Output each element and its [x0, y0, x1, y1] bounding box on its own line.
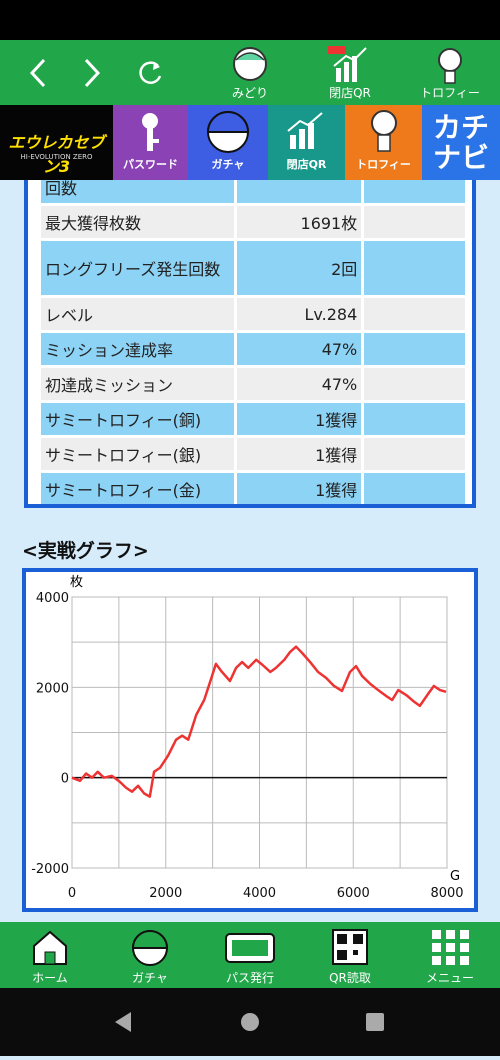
x-tick-label: 2000	[149, 886, 182, 901]
midori-icon[interactable]	[233, 47, 267, 81]
stats-row: サミートロフィー(金) 1獲得	[41, 473, 465, 504]
x-tick-label: 0	[68, 886, 76, 901]
stat-label: サミートロフィー(銅)	[41, 403, 235, 435]
stat-extra	[364, 206, 465, 238]
y-tick-label: 0	[61, 772, 69, 787]
stats-row: サミートロフィー(銅) 1獲得	[41, 403, 465, 435]
qr-button[interactable]: 閉店QR	[268, 105, 345, 180]
stat-extra	[364, 403, 465, 435]
top-nav: みどり 閉店QR トロフィー	[0, 40, 500, 105]
stat-extra	[364, 241, 465, 295]
stat-value: 1691枚	[237, 206, 362, 238]
nav-label[interactable]: トロフィー	[420, 86, 480, 100]
stats-row: 初達成ミッション 47%	[41, 368, 465, 400]
menu-icon[interactable]	[432, 930, 469, 965]
android-recents[interactable]	[366, 1013, 384, 1031]
stat-extra	[364, 333, 465, 365]
stats-row: レベル Lv.284	[41, 298, 465, 330]
graph-heading: <実戦グラフ>	[22, 540, 149, 562]
stat-label: 最大獲得枚数	[41, 206, 235, 238]
bottom-label[interactable]: ガチャ	[132, 971, 168, 985]
android-nav	[0, 988, 500, 1056]
y-axis-label: 枚	[70, 575, 83, 590]
stats-row: ロングフリーズ発生回数 2回	[41, 241, 465, 295]
qr-read-icon[interactable]	[332, 929, 368, 965]
bottom-label[interactable]: パス発行	[225, 971, 274, 985]
refresh-arrow	[153, 62, 160, 70]
stats-row: サミートロフィー(銀) 1獲得	[41, 438, 465, 470]
x-tick-label: 4000	[243, 886, 276, 901]
refresh-button[interactable]	[139, 61, 162, 84]
chart: 枚 G 0 2000 4000 6000 8000 4000 2000 0 -2000	[22, 568, 478, 912]
gacha-icon[interactable]	[131, 930, 169, 966]
back-button[interactable]	[29, 58, 46, 88]
stat-extra	[364, 438, 465, 470]
stat-value: Lv.284	[237, 298, 362, 330]
stat-label: ロングフリーズ発生回数	[41, 241, 235, 295]
x-tick-label: 6000	[337, 886, 370, 901]
stat-label: ミッション達成率	[41, 333, 235, 365]
bottom-label[interactable]: メニュー	[425, 971, 474, 985]
home-icon[interactable]	[33, 930, 67, 965]
stat-extra	[364, 368, 465, 400]
key-icon	[142, 113, 159, 151]
android-home[interactable]	[241, 1013, 259, 1031]
stats-row: 最大獲得枚数 1691枚	[41, 206, 465, 238]
qr-icon	[287, 112, 323, 149]
stat-value: 47%	[237, 368, 362, 400]
y-tick-label: 4000	[36, 591, 69, 606]
kachinavi-button[interactable]: カチナビ	[422, 105, 500, 180]
logo-banner[interactable]: エウレカセブン3 HI-EVOLUTION ZERO	[0, 105, 113, 180]
nav-label[interactable]: 閉店QR	[329, 86, 371, 100]
logo-title: エウレカセブン3	[8, 133, 105, 176]
banner-label: パスワード	[123, 158, 178, 171]
data-line	[71, 645, 447, 798]
trophy-icon	[371, 110, 397, 152]
stats-row: ミッション達成率 47%	[41, 333, 465, 365]
stat-value: 1獲得	[237, 473, 362, 504]
stat-value: 47%	[237, 333, 362, 365]
banner-label: 閉店QR	[286, 158, 327, 171]
stat-label: サミートロフィー(金)	[41, 473, 235, 504]
stat-label: レベル	[41, 298, 235, 330]
qr-icon[interactable]	[328, 46, 367, 82]
stat-value: 1獲得	[237, 403, 362, 435]
x-tick-label: 8000	[430, 886, 463, 901]
banner-label: トロフィー	[356, 158, 411, 171]
gacha-icon	[206, 111, 250, 153]
y-tick-label: 2000	[36, 681, 69, 696]
push-icon[interactable]	[225, 933, 275, 963]
bottom-label[interactable]: QR読取	[329, 971, 371, 985]
status-bar	[0, 0, 500, 40]
stat-label: サミートロフィー(銀)	[41, 438, 235, 470]
bottom-icons	[33, 929, 469, 966]
y-tick-label: -2000	[31, 862, 69, 877]
stat-label: 初達成ミッション	[41, 368, 235, 400]
kachinavi-label: カチナビ	[432, 111, 489, 174]
gacha-button[interactable]: ガチャ	[188, 105, 268, 180]
stats-table: 回数 最大獲得枚数 1691枚 ロングフリーズ発生回数 2回 レベル Lv.284 ミッション…	[38, 168, 468, 504]
stat-value: 1獲得	[237, 438, 362, 470]
bottom-label[interactable]: ホーム	[32, 971, 68, 985]
nav-label[interactable]: みどり	[231, 86, 268, 100]
x-axis-label: G	[450, 869, 460, 884]
logo-subtitle: HI-EVOLUTION ZERO	[20, 153, 93, 161]
android-back[interactable]	[115, 1012, 131, 1032]
stat-extra	[364, 473, 465, 504]
stat-value: 2回	[237, 241, 362, 295]
password-button[interactable]: パスワード	[113, 105, 188, 180]
trophy-icon[interactable]	[438, 48, 462, 84]
nav-icons	[29, 46, 462, 88]
bottom-nav: ホーム ガチャ パス発行 QR読取 メニュー	[0, 922, 500, 988]
banner-label: ガチャ	[211, 158, 245, 171]
stats-panel: 回数 最大獲得枚数 1691枚 ロングフリーズ発生回数 2回 レベル Lv.284 ミッション…	[24, 120, 476, 508]
android-buttons	[115, 1012, 384, 1032]
stat-extra	[364, 298, 465, 330]
forward-button[interactable]	[84, 58, 101, 88]
trophy-button[interactable]: トロフィー	[345, 105, 422, 180]
